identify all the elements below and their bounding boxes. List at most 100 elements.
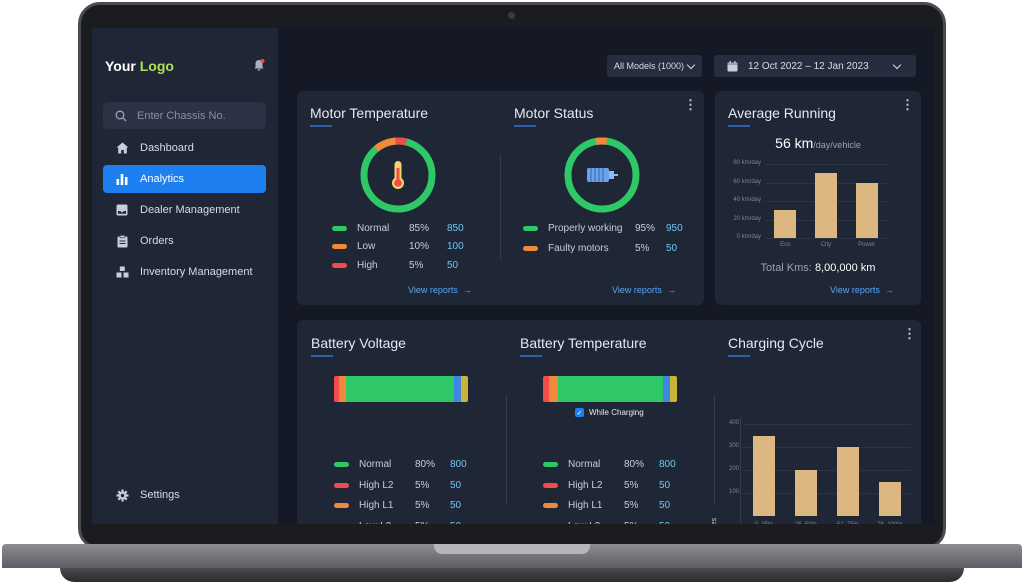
sidebar: Your Logo Dashboard (92, 28, 278, 524)
legend-count: 100 (447, 241, 464, 252)
view-reports-link[interactable]: View reports → (612, 285, 676, 295)
legend-count: 50 (447, 260, 459, 271)
sidebar-item-inventory-management[interactable]: Inventory Management (103, 258, 266, 286)
legend-label: Low L2 (568, 521, 600, 524)
legend-row: High L2 5% 50 (543, 480, 693, 491)
chassis-search[interactable] (103, 102, 266, 129)
model-filter-dropdown[interactable]: All Models (1000) (607, 55, 702, 77)
sidebar-item-settings[interactable]: Settings (103, 481, 266, 509)
segment-high-l1 (549, 376, 558, 402)
sidebar-item-dashboard[interactable]: Dashboard (103, 134, 266, 162)
more-options-icon[interactable]: ⋮ (903, 326, 916, 341)
motor-icon (587, 168, 618, 182)
legend-row: Low 10% 100 (332, 241, 502, 252)
x-tick-label: Power (858, 242, 876, 248)
card-divider (714, 395, 715, 505)
charging-cycle-title: Charging Cycle (728, 335, 824, 351)
sidebar-item-label: Dashboard (140, 142, 194, 154)
date-range-picker[interactable]: 12 Oct 2022 – 12 Jan 2023 (714, 55, 916, 77)
search-input[interactable] (137, 109, 257, 122)
sidebar-item-label: Dealer Management (140, 204, 240, 216)
bar (815, 173, 837, 238)
camera (508, 12, 515, 19)
average-running-title: Average Running (728, 105, 836, 121)
bar (774, 210, 797, 238)
segment-high-l1 (339, 376, 346, 402)
bar (753, 435, 775, 516)
battery-voltage-title: Battery Voltage (311, 335, 406, 351)
legend-count: 50 (659, 479, 671, 491)
sidebar-item-label: Analytics (140, 173, 185, 185)
legend-label: High L1 (568, 500, 603, 512)
legend-label: Normal (357, 223, 390, 234)
title-underline (728, 355, 750, 357)
clipboard-icon (115, 234, 129, 248)
y-tick-label: 400 (728, 420, 739, 426)
legend-count: 50 (450, 500, 462, 512)
legend-count: 50 (659, 500, 671, 512)
legend-row: High L1 5% 50 (334, 500, 484, 511)
legend-label: High L2 (568, 479, 603, 491)
legend-count: 50 (450, 521, 461, 524)
legend-label: Faulty motors (548, 243, 609, 254)
legend-pct: 80% (624, 459, 645, 470)
sidebar-item-analytics[interactable]: Analytics (103, 165, 266, 193)
legend-label: High L1 (359, 500, 394, 512)
legend-swatch (332, 263, 347, 268)
bar (795, 470, 817, 516)
segment-low-l2 (454, 376, 461, 402)
legend-label: High (357, 260, 378, 271)
view-reports-link[interactable]: View reports → (830, 285, 894, 295)
motor-temperature-donut (360, 137, 436, 213)
legend-pct: 5% (635, 243, 650, 254)
motor-status-title: Motor Status (514, 105, 594, 121)
legend-count: 50 (666, 243, 678, 254)
legend-row: Faulty motors 5% 50 (523, 243, 703, 254)
view-reports-link[interactable]: View reports → (408, 285, 472, 295)
legend-row: Normal 80% 800 (334, 459, 484, 470)
bell-icon[interactable] (252, 58, 266, 72)
segment-normal (346, 376, 454, 402)
legend-pct: 80% (415, 459, 436, 470)
legend-count: 800 (659, 459, 676, 470)
legend-count: 800 (450, 459, 467, 470)
while-charging-checkbox[interactable]: ✓ While Charging (575, 408, 644, 417)
gridline (765, 238, 887, 239)
y-axis-line (740, 418, 741, 524)
legend-row: Normal 85% 850 (332, 223, 502, 234)
bar (855, 182, 878, 238)
thermometer-icon (392, 161, 404, 189)
y-tick-label: 20 km/day (733, 215, 761, 222)
gridline (743, 493, 911, 494)
average-running-card: Average Running ⋮ 56 km/day/vehicle 0 km… (715, 91, 921, 305)
calendar-icon (727, 60, 738, 71)
legend-swatch (543, 462, 558, 467)
motor-card: Motor Temperature Motor Status ⋮ Nor (297, 91, 704, 305)
checkbox-checked-icon[interactable]: ✓ (575, 408, 584, 417)
legend-count: 850 (447, 223, 464, 234)
logo[interactable]: Your Logo (105, 58, 174, 74)
sidebar-item-label: Orders (140, 235, 174, 247)
x-tick-label: City (820, 242, 832, 248)
bar (837, 447, 859, 516)
legend-count: 50 (450, 479, 462, 491)
legend-label: Properly working (548, 223, 623, 234)
legend-row: Properly working 95% 950 (523, 223, 703, 234)
more-options-icon[interactable]: ⋮ (684, 97, 697, 112)
legend-swatch (334, 462, 349, 467)
legend-swatch (334, 503, 349, 509)
legend-row: High L2 5% 50 (334, 480, 484, 491)
sidebar-item-orders[interactable]: Orders (103, 227, 266, 255)
sidebar-item-dealer-management[interactable]: Dealer Management (103, 196, 266, 224)
bar-chart-icon (115, 172, 129, 186)
y-axis-label: Vehicles (711, 518, 718, 524)
legend-row: High L1 5% 50 (543, 500, 693, 511)
legend-swatch (334, 482, 349, 488)
legend-count: 950 (666, 223, 683, 234)
chevron-down-icon (892, 60, 902, 70)
legend-label: Normal (359, 459, 392, 470)
legend-swatch (543, 503, 558, 509)
more-options-icon[interactable]: ⋮ (901, 97, 914, 112)
sidebar-item-label: Inventory Management (140, 266, 253, 278)
average-running-value: 56 km/day/vehicle (775, 135, 861, 151)
